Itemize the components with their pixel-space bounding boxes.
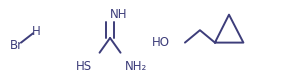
Text: NH₂: NH₂ (125, 60, 147, 73)
Text: NH: NH (110, 8, 128, 21)
Text: HS: HS (76, 60, 92, 73)
Text: H: H (32, 25, 41, 38)
Text: Br: Br (10, 39, 23, 52)
Text: HO: HO (152, 36, 170, 49)
